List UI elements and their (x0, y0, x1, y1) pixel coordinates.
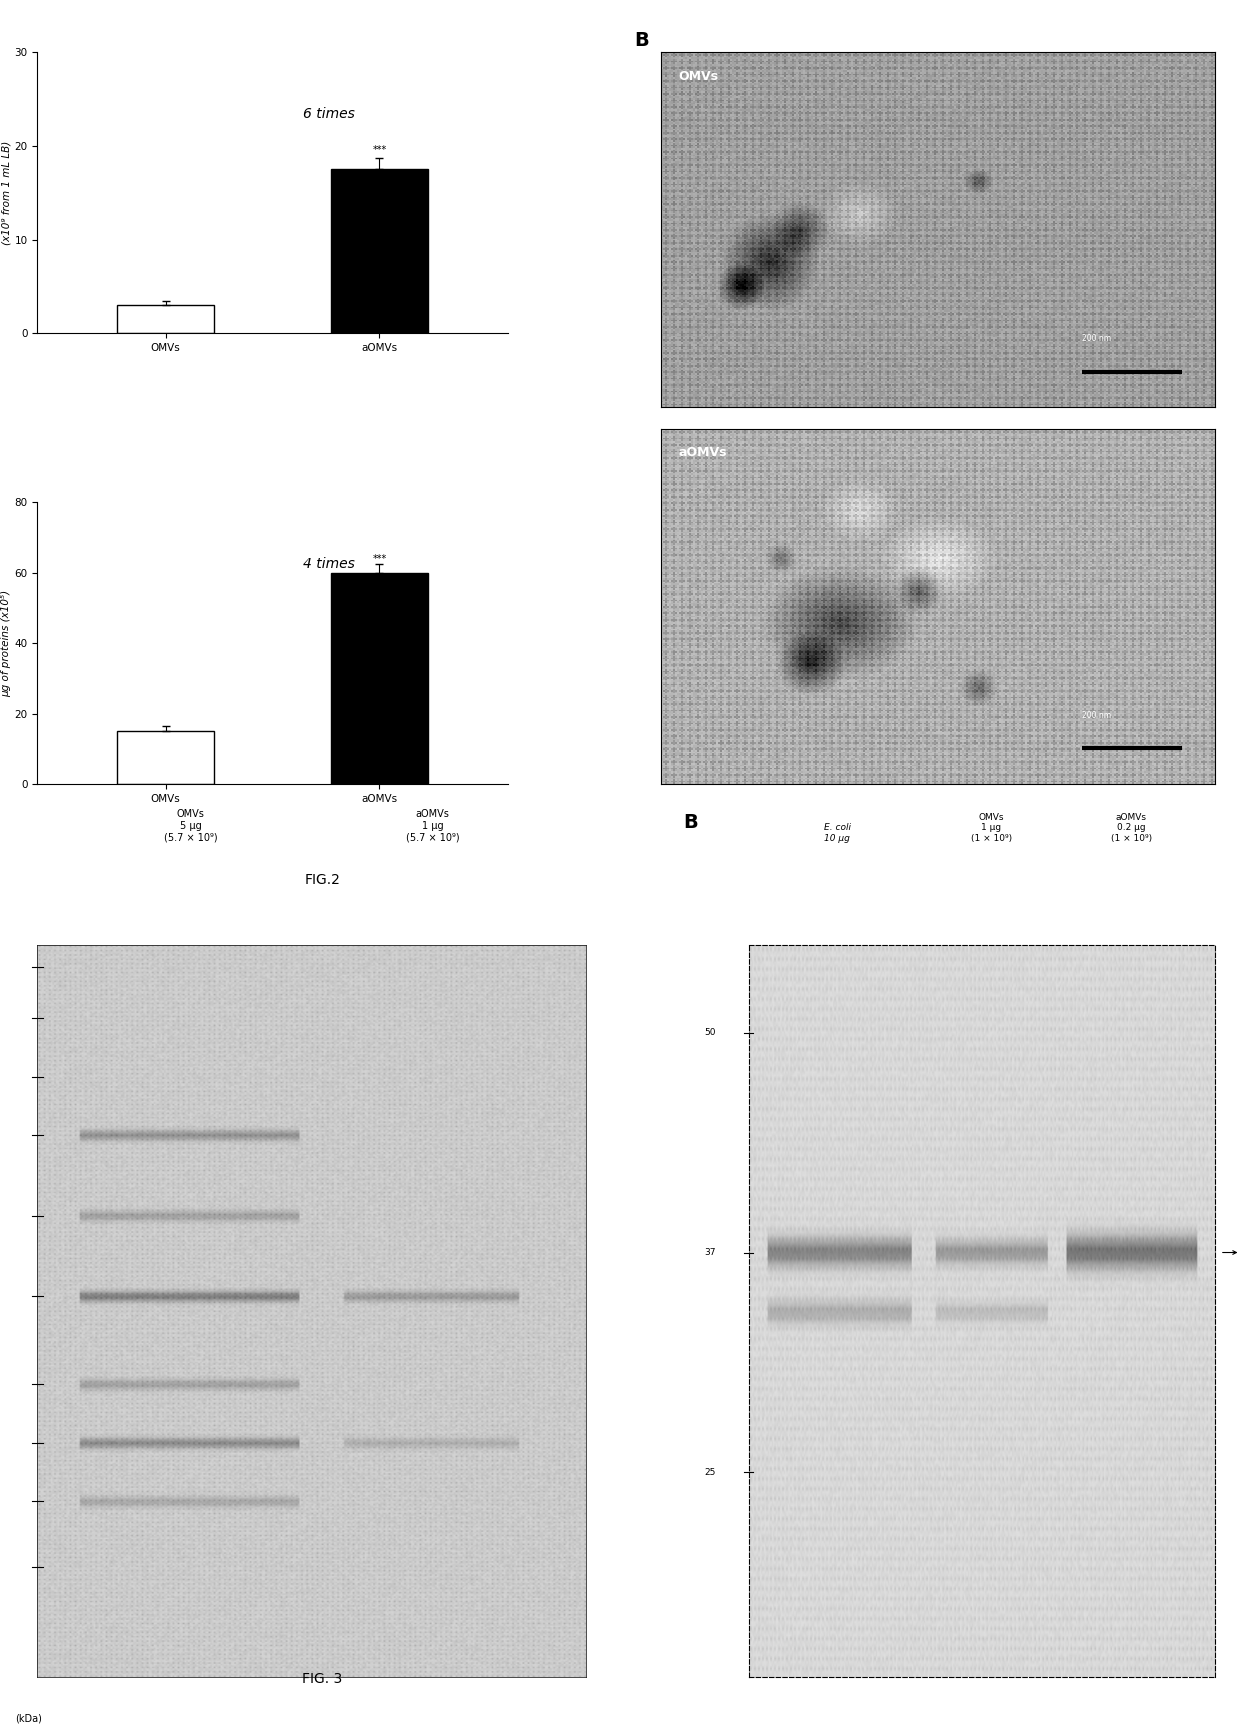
Text: OMVs
5 μg
(5.7 × 10⁹): OMVs 5 μg (5.7 × 10⁹) (164, 809, 218, 842)
Y-axis label: # of particles per
μg of proteins (x10⁵): # of particles per μg of proteins (x10⁵) (0, 590, 11, 697)
Text: OMVs
1 μg
(1 × 10⁹): OMVs 1 μg (1 × 10⁹) (971, 813, 1012, 842)
Text: ***: *** (372, 553, 387, 564)
Y-axis label: # of particles
(x10⁹ from 1 mL LB): # of particles (x10⁹ from 1 mL LB) (0, 140, 11, 246)
Text: 200 nm: 200 nm (1083, 711, 1111, 719)
Text: 25: 25 (704, 1468, 715, 1477)
Text: E. coli
10 μg: E. coli 10 μg (823, 823, 851, 842)
Bar (118, 306, 213, 334)
Text: 37: 37 (704, 1248, 715, 1257)
Text: B: B (683, 813, 698, 832)
Text: B: B (634, 31, 649, 50)
Text: aOMVs
1 μg
(5.7 × 10⁹): aOMVs 1 μg (5.7 × 10⁹) (405, 809, 459, 842)
Text: OmpA
(37 kDa): OmpA (37 kDa) (1223, 1243, 1240, 1262)
Bar (118, 731, 213, 783)
Text: ***: *** (372, 145, 387, 156)
Text: 50: 50 (704, 1029, 715, 1037)
Text: aOMVs
0.2 μg
(1 × 10⁹): aOMVs 0.2 μg (1 × 10⁹) (1111, 813, 1152, 842)
Text: FIG. 3: FIG. 3 (303, 1672, 342, 1686)
Text: FIG.2: FIG.2 (305, 873, 340, 887)
Text: OMVs: OMVs (678, 69, 718, 83)
Text: 4 times: 4 times (303, 557, 355, 571)
Bar (331, 572, 428, 783)
Text: 200 nm: 200 nm (1083, 334, 1111, 344)
Bar (331, 169, 428, 334)
Text: (kDa): (kDa) (15, 1713, 42, 1724)
Text: aOMVs: aOMVs (678, 446, 727, 460)
Text: 6 times: 6 times (303, 107, 355, 121)
